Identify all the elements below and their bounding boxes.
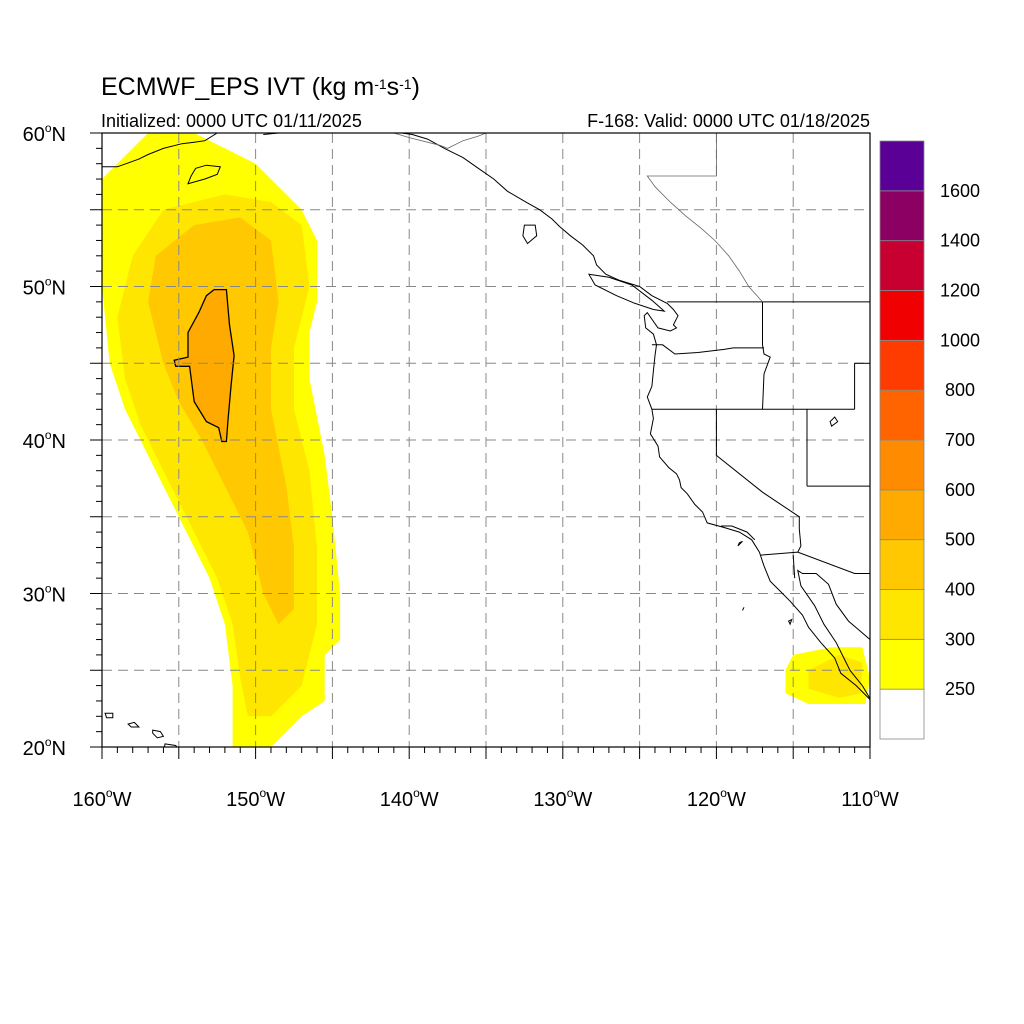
lat-label: 20oN — [23, 735, 66, 760]
colorbar-label: 700 — [945, 430, 975, 450]
island — [737, 540, 743, 547]
state-border — [792, 555, 796, 579]
colorbar-swatch — [879, 240, 925, 291]
coastline — [797, 569, 870, 700]
island — [163, 743, 178, 747]
colorbar-label: 1400 — [940, 231, 980, 251]
colorbar-swatch — [879, 439, 925, 491]
lake — [829, 416, 839, 428]
state-border — [762, 301, 771, 410]
lat-label: 50oN — [23, 275, 66, 300]
colorbar-label: 800 — [945, 380, 975, 400]
lat-label: 60oN — [23, 121, 66, 146]
island — [787, 618, 793, 626]
coastline — [721, 525, 756, 541]
colorbar-label: 400 — [945, 580, 975, 600]
island — [522, 224, 538, 245]
province-border — [646, 133, 763, 303]
lon-label: 110oW — [841, 786, 899, 811]
state-border — [715, 409, 802, 553]
initialized-label: Initialized: 0000 UTC 01/11/2025 — [101, 111, 362, 131]
lat-label: 30oN — [23, 582, 66, 607]
lon-label: 150oW — [226, 786, 285, 811]
island — [152, 729, 165, 739]
colorbar-swatch — [879, 638, 925, 690]
colorbar-label: 500 — [945, 530, 975, 550]
colorbar-swatch — [879, 290, 925, 341]
colorbar-swatch — [879, 339, 925, 391]
colorbar-swatch — [879, 140, 925, 192]
colorbar-label: 250 — [945, 679, 975, 699]
valid-time-label: F-168: Valid: 0000 UTC 01/18/2025 — [587, 111, 870, 131]
ivt-contour-500 — [173, 288, 235, 443]
colorbar-label: 300 — [945, 629, 975, 649]
state-border — [760, 551, 870, 574]
island — [187, 164, 222, 185]
coastline — [401, 133, 870, 701]
geography-layer — [102, 133, 870, 747]
lon-label: 160oW — [73, 786, 132, 811]
colorbar-swatch — [879, 489, 925, 541]
colorbar-label: 1200 — [940, 281, 980, 301]
colorbar-swatch — [879, 688, 925, 740]
colorbar-swatch — [879, 539, 925, 590]
lon-label: 130oW — [533, 786, 592, 811]
colorbar-label: 600 — [945, 480, 975, 500]
island — [127, 721, 141, 728]
map-title: ECMWF_EPS IVT (kg m-1s-1) — [101, 73, 420, 101]
island — [742, 607, 745, 611]
colorbar-swatch — [879, 589, 925, 640]
lon-label: 140oW — [380, 786, 439, 811]
coastline — [263, 133, 304, 135]
province-border — [393, 133, 487, 149]
ivt-region-300 — [808, 654, 863, 698]
state-border — [651, 344, 764, 355]
colorbar-swatch — [879, 389, 925, 441]
ivt-region-500 — [174, 289, 235, 442]
island — [104, 712, 114, 719]
latitude-labels: 60oN 50oN 40oN 30oN 20oN — [23, 121, 66, 760]
lat-label: 40oN — [23, 428, 66, 453]
lon-label: 120oW — [687, 786, 746, 811]
colorbar: 250 300 400 500 600 700 800 1000 1200 1400 1600 — [879, 140, 980, 740]
longitude-labels: 160oW 150oW 140oW 130oW 120oW 110oW — [73, 786, 899, 811]
colorbar-label: 1600 — [940, 181, 980, 201]
colorbar-label: 1000 — [940, 330, 980, 350]
colorbar-swatch — [879, 190, 925, 242]
axis-ticks — [90, 132, 871, 759]
island — [587, 273, 666, 312]
coastline — [102, 133, 218, 168]
